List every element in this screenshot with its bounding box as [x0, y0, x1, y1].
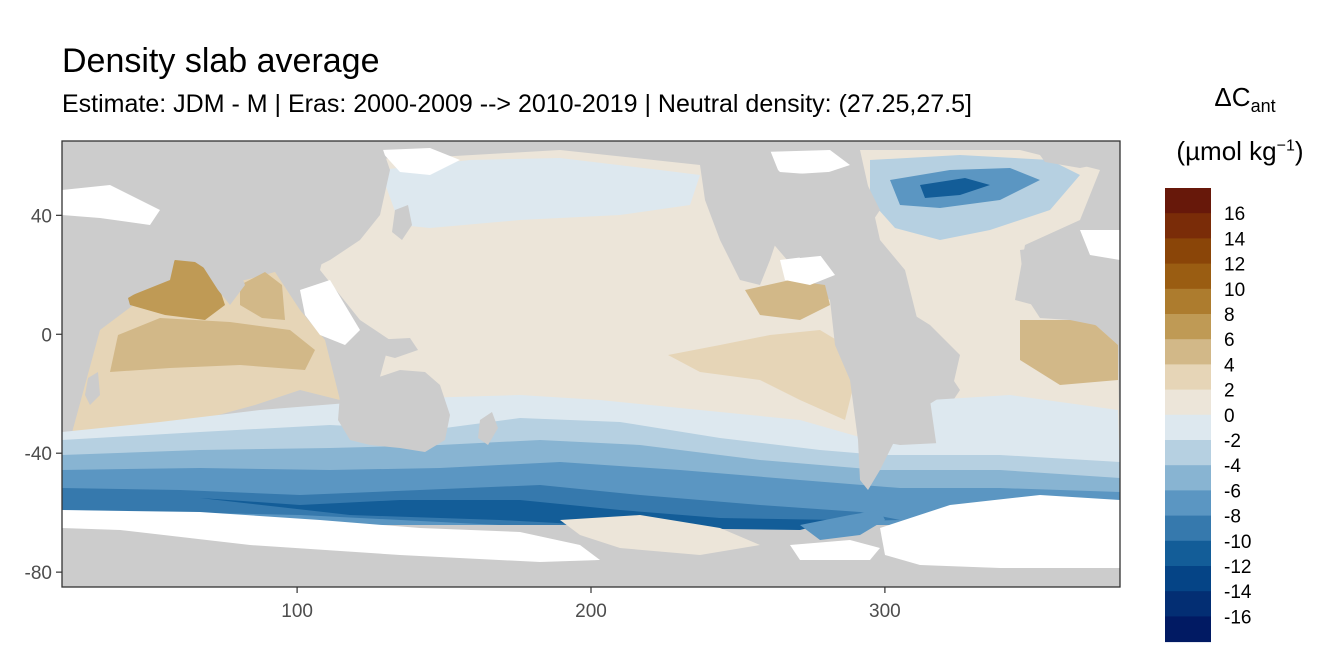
legend-label: -2	[1224, 431, 1241, 452]
ocean-north-pacific	[380, 158, 700, 228]
legend-label: 8	[1224, 305, 1235, 326]
ocean-layer	[62, 141, 1120, 587]
ocean-bay-of-bengal	[240, 272, 285, 320]
legend-label: 16	[1224, 204, 1245, 225]
x-tick-label: 100	[281, 601, 313, 622]
legend-unit-superscript: −1	[1276, 137, 1295, 155]
legend-swatch	[1165, 314, 1211, 340]
legend-swatch	[1165, 188, 1211, 214]
legend-swatch	[1165, 213, 1211, 239]
legend-swatch	[1165, 440, 1211, 466]
land-india	[200, 258, 245, 305]
legend-swatch	[1165, 263, 1211, 290]
land-north-america-west	[700, 150, 780, 285]
legend-label: -16	[1224, 607, 1251, 628]
land-arabia-india	[62, 225, 175, 298]
legend-swatch	[1165, 490, 1211, 517]
legend-swatch	[1165, 288, 1211, 315]
nodata-east-antarctic-strip	[790, 540, 880, 560]
legend-symbol-subscript: ant	[1250, 96, 1276, 116]
legend-label: 0	[1224, 406, 1235, 427]
legend-swatch	[1165, 540, 1211, 567]
legend-label: -4	[1224, 456, 1241, 477]
land-madagascar	[85, 372, 100, 405]
land-japan	[392, 205, 412, 240]
legend-swatch	[1165, 616, 1211, 643]
legend-swatch	[1165, 591, 1211, 617]
nodata-weddell-sea	[880, 495, 1120, 568]
legend-symbol: ΔC	[1214, 82, 1251, 112]
ocean-ross-sea-margin	[560, 515, 760, 555]
nodata-north-indian	[62, 185, 160, 225]
legend-label: -14	[1224, 582, 1252, 603]
x-tick-label: 300	[869, 601, 901, 622]
legend-swatch	[1165, 364, 1211, 391]
land-south-america	[830, 288, 960, 490]
legend-colorbar: 16 14 12 10 8 6 4 2 0 -2 -4 -6 -8 -10 -12 -14 -16	[1165, 188, 1252, 643]
y-tick-label: -80	[25, 563, 52, 584]
legend-label: -10	[1224, 532, 1251, 553]
legend-unit-prefix: (µmol kg	[1176, 136, 1277, 166]
legend-swatch	[1165, 238, 1211, 265]
land-australia	[338, 370, 450, 452]
legend-label: -12	[1224, 557, 1251, 578]
land-new-guinea	[370, 338, 418, 358]
nodata-hudson	[760, 150, 850, 175]
legend-swatch	[1165, 389, 1211, 416]
land-new-zealand	[478, 412, 498, 445]
ocean-north-atlantic-c	[920, 178, 990, 198]
legend-swatch	[1165, 465, 1211, 491]
ocean-tropical-indian	[110, 318, 315, 372]
legend-label: -8	[1224, 507, 1241, 528]
ocean-southern-band-7	[800, 510, 885, 540]
nodata-indonesia	[300, 280, 360, 345]
legend-label: 12	[1224, 255, 1245, 276]
x-tick-label: 200	[575, 601, 607, 622]
y-tick-label: 0	[41, 325, 52, 346]
legend-swatch	[1165, 339, 1211, 365]
legend-label: 10	[1224, 280, 1245, 301]
nodata-gulf-mexico	[780, 255, 835, 285]
legend-label: -6	[1224, 481, 1241, 502]
chart-title: Density slab average	[62, 42, 380, 80]
legend-swatch	[1165, 566, 1211, 592]
legend-title: ΔCant	[1160, 84, 1330, 115]
land-greenland	[1030, 141, 1120, 168]
legend-swatch	[1165, 414, 1211, 441]
legend-label: 6	[1224, 330, 1235, 351]
legend-label: 2	[1224, 381, 1235, 402]
ocean-tropical-atlantic-east	[1020, 320, 1118, 385]
chart-subtitle: Estimate: JDM - M | Eras: 2000-2009 --> …	[62, 90, 972, 118]
nodata-arctic-pacific	[380, 148, 460, 175]
ocean-peru-coast	[745, 280, 830, 320]
legend-swatch	[1165, 515, 1211, 542]
legend-label: 4	[1224, 355, 1235, 376]
ocean-arabian-sea	[128, 260, 225, 320]
nodata-mediterranean	[1080, 230, 1120, 260]
legend-label: 14	[1224, 229, 1246, 250]
legend-unit: (µmol kg−1)	[1160, 136, 1320, 167]
ocean-east-pacific	[668, 330, 855, 420]
land-north-america-east	[780, 170, 880, 258]
land-asia-east	[150, 141, 390, 275]
y-tick-label: 40	[31, 206, 52, 227]
land-africa	[1020, 245, 1118, 335]
land-antarctica	[62, 540, 1120, 587]
legend-unit-suffix: )	[1294, 136, 1304, 166]
y-tick-label: -40	[25, 444, 52, 465]
nodata-antarctic-shelf-west	[62, 510, 600, 562]
